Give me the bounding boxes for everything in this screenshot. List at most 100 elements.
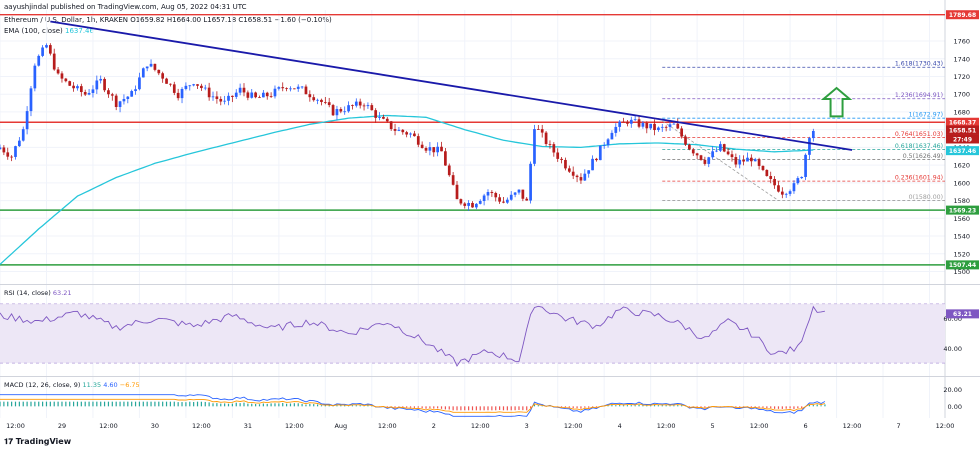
candle-body — [602, 145, 606, 146]
time-tick: 12:00 — [192, 422, 211, 430]
candle-body — [110, 94, 114, 96]
candle-body — [416, 136, 420, 145]
candle-body — [99, 78, 103, 81]
brand-label: TradingView — [15, 437, 72, 446]
candle-body — [792, 183, 796, 192]
price-tag-label: 1668.37 — [949, 120, 976, 127]
candle-body — [811, 130, 815, 139]
candle-body — [2, 147, 6, 153]
candle-body — [118, 101, 122, 108]
time-tick: 12:00 — [99, 422, 118, 430]
candle-body — [327, 102, 331, 106]
rsi-legend: RSI (14, close) 63.21 — [4, 289, 72, 297]
fib-label: 1(1672.97) — [909, 112, 943, 119]
candle-body — [475, 203, 478, 208]
candle-body — [343, 111, 347, 113]
candle-body — [215, 96, 219, 99]
candle-body — [784, 193, 788, 195]
candle-body — [649, 123, 653, 129]
candle-body — [320, 99, 323, 103]
candle-body — [536, 129, 540, 130]
macd-tick: 0.00 — [948, 403, 962, 411]
candle-body — [664, 126, 668, 128]
time-tick: 12:00 — [843, 422, 862, 430]
price-axis: 1500152015401560158016001620164016601680… — [943, 38, 970, 411]
candle-body — [521, 189, 525, 199]
candle-body — [200, 85, 203, 89]
candle-body — [169, 83, 172, 85]
candle-body — [258, 97, 261, 99]
candle-body — [48, 45, 52, 54]
up-arrow — [820, 86, 853, 118]
macd-value: −6.75 — [120, 381, 140, 389]
candle-body — [161, 73, 165, 79]
candle-body — [277, 87, 281, 89]
time-tick: 12:00 — [285, 422, 304, 430]
candle-body — [354, 101, 358, 106]
candle-body — [389, 121, 393, 130]
candle-body — [509, 194, 513, 200]
candle-body — [0, 147, 2, 150]
ema-value: 1637.46 — [65, 27, 94, 35]
candle-body — [455, 184, 459, 200]
time-tick: 12:00 — [6, 422, 25, 430]
candle-body — [544, 132, 548, 145]
price-tag — [946, 10, 979, 20]
candle-body — [478, 200, 482, 204]
tradingview-icon: 𝟏𝟕 — [4, 437, 16, 446]
publisher-line: aayushjindal published on TradingView.co… — [4, 3, 247, 11]
macd-pane: MACD (12, 26, close, 9) 11.35 4.60 −6.75 — [0, 381, 826, 417]
candle-body — [598, 145, 602, 161]
candle-body — [157, 69, 161, 74]
rsi-line — [0, 305, 825, 367]
candle-body — [14, 146, 17, 157]
brand[interactable]: 𝟏𝟕 TradingView — [4, 437, 71, 447]
candles — [0, 43, 815, 211]
candle-body — [641, 122, 645, 127]
candle-body — [141, 68, 145, 78]
candle-body — [680, 128, 683, 137]
candle-body — [722, 144, 726, 152]
price-tick: 1500 — [953, 268, 970, 276]
price-tag — [946, 146, 979, 156]
candle-body — [397, 129, 401, 131]
candle-body — [533, 129, 536, 164]
candle-body — [703, 159, 707, 164]
candle-body — [773, 178, 776, 186]
candle-body — [579, 177, 583, 181]
time-tick: Aug — [334, 422, 347, 430]
symbol-title[interactable]: Ethereum / U.S. Dollar, 1h, KRAKEN — [4, 16, 128, 24]
candle-body — [203, 87, 207, 89]
candle-body — [122, 98, 126, 102]
candle-body — [401, 129, 405, 133]
symbol-header: Ethereum / U.S. Dollar, 1h, KRAKEN O1659… — [4, 16, 332, 24]
candle-body — [52, 53, 56, 70]
candle-body — [281, 87, 285, 89]
candle-body — [730, 154, 734, 158]
candle-body — [629, 119, 633, 124]
ema-legend[interactable]: EMA (100, close) 1637.46 — [4, 27, 94, 35]
candle-body — [265, 92, 269, 97]
time-tick: 7 — [896, 422, 900, 430]
candle-body — [41, 47, 44, 56]
candle-body — [130, 91, 134, 97]
price-tick: 1700 — [953, 91, 970, 99]
candle-body — [668, 124, 672, 127]
candle-body — [250, 92, 254, 98]
candle-body — [76, 86, 79, 89]
time-tick: 12:00 — [657, 422, 676, 430]
candle-body — [304, 86, 308, 95]
price-tick: 1520 — [953, 250, 970, 258]
fibonacci-levels: 0(1580.00) 0.236(1601.94) 0.5(1626.49) 0.61… — [658, 61, 945, 201]
candle-body — [575, 175, 579, 178]
candle-body — [571, 171, 575, 176]
candle-body — [482, 195, 486, 201]
candle-body — [316, 99, 319, 101]
candle-body — [103, 78, 106, 91]
candle-body — [486, 192, 490, 196]
candle-body — [165, 78, 168, 84]
candle-body — [409, 133, 412, 135]
price-tag — [946, 134, 979, 144]
candle-body — [672, 123, 676, 125]
